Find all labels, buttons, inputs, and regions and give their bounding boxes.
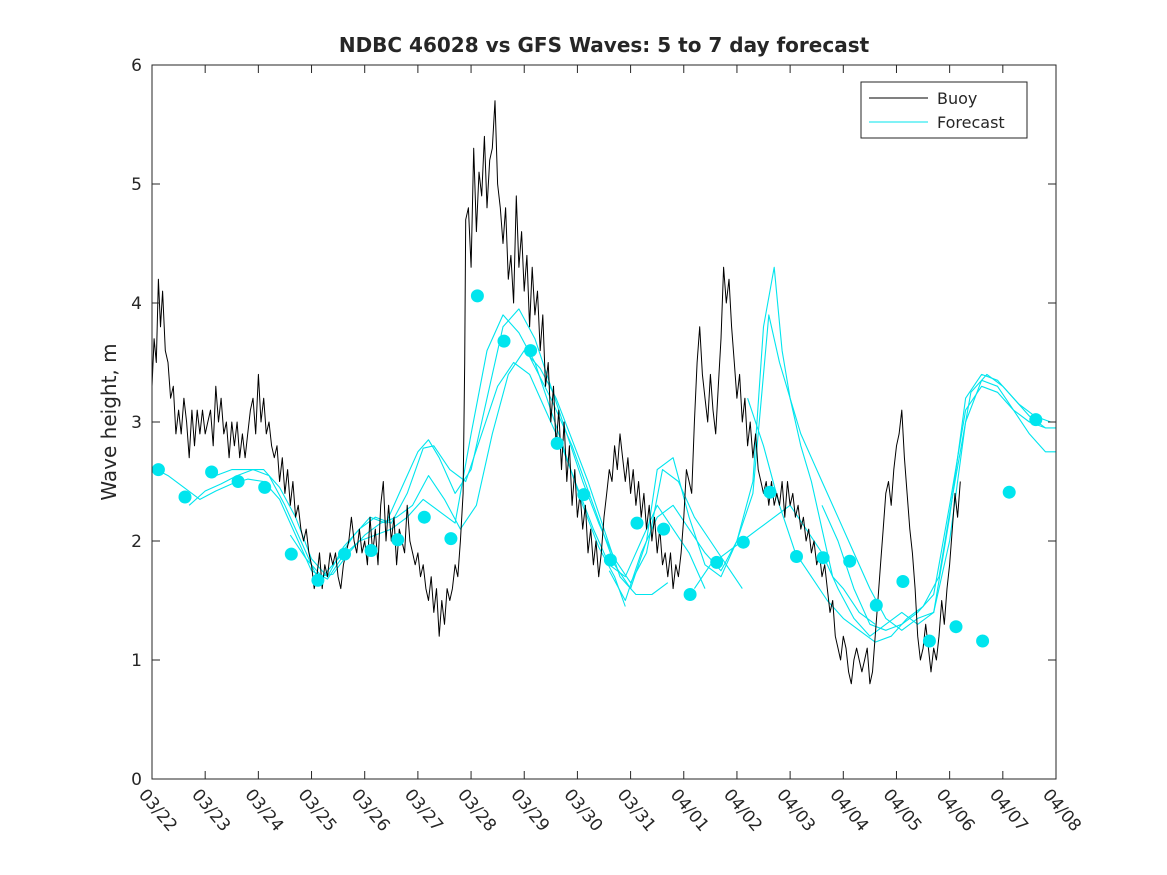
forecast-run-line-9: [821, 385, 1046, 631]
forecast-marker-9: [364, 544, 378, 557]
plot-background: [152, 65, 1056, 779]
forecast-marker-26: [816, 551, 830, 565]
buoy-line: [151, 100, 961, 685]
forecast-marker-12: [444, 532, 458, 546]
forecast-marker-24: [763, 485, 777, 499]
forecast-marker-16: [550, 436, 564, 450]
forecast-marker-29: [896, 575, 910, 588]
forecast-run-line-1: [151, 314, 626, 607]
forecast-marker-14: [497, 334, 511, 348]
legend-box: [860, 81, 1028, 139]
forecast-marker-21: [683, 588, 697, 601]
forecast-marker-2: [178, 490, 192, 504]
forecast-marker-3: [205, 465, 219, 479]
y-tick-label-4: 4: [131, 294, 142, 314]
forecast-marker-33: [1002, 485, 1016, 499]
forecast-marker-5: [258, 480, 272, 494]
forecast-marker-15: [524, 344, 538, 358]
legend-buoy-label: Buoy: [937, 89, 977, 108]
forecast-marker-13: [470, 289, 484, 303]
forecast-run-line-4: [289, 308, 743, 589]
forecast-marker-18: [603, 553, 617, 567]
y-tick-label-0: 0: [131, 770, 142, 790]
y-axis-label: Wave height, m: [97, 343, 121, 500]
forecast-marker-10: [391, 533, 405, 547]
y-tick-label-5: 5: [131, 175, 142, 195]
forecast-marker-34: [1029, 413, 1043, 427]
forecast-run-line-3: [215, 361, 706, 589]
forecast-marker-11: [417, 510, 431, 524]
forecast-marker-23: [736, 535, 750, 549]
forecast-marker-27: [843, 554, 857, 568]
legend: Buoy Forecast: [860, 81, 1028, 139]
y-tick-label-3: 3: [131, 413, 142, 433]
forecast-marker-28: [869, 598, 883, 612]
forecast-marker-22: [710, 555, 724, 569]
forecast-marker-6: [284, 547, 298, 561]
forecast-marker-19: [630, 516, 644, 530]
y-tick-label-2: 2: [131, 532, 142, 552]
marker-layer: [151, 289, 1043, 648]
forecast-marker-30: [922, 634, 936, 648]
forecast-marker-17: [577, 488, 591, 502]
y-tick-label-6: 6: [131, 56, 142, 76]
forecast-marker-7: [311, 573, 325, 587]
forecast-marker-31: [949, 620, 963, 634]
forecast-marker-32: [976, 634, 990, 648]
chart-title: NDBC 46028 vs GFS Waves: 5 to 7 day fore…: [339, 33, 870, 57]
forecast-run-line-7: [693, 373, 1056, 637]
forecast-marker-1: [151, 463, 165, 477]
forecast-marker-4: [231, 475, 245, 488]
y-tick-label-1: 1: [131, 651, 142, 671]
forecast-marker-25: [790, 550, 803, 563]
forecast-marker-20: [657, 522, 671, 536]
legend-forecast-label: Forecast: [937, 113, 1005, 132]
forecast-marker-8: [338, 547, 351, 561]
